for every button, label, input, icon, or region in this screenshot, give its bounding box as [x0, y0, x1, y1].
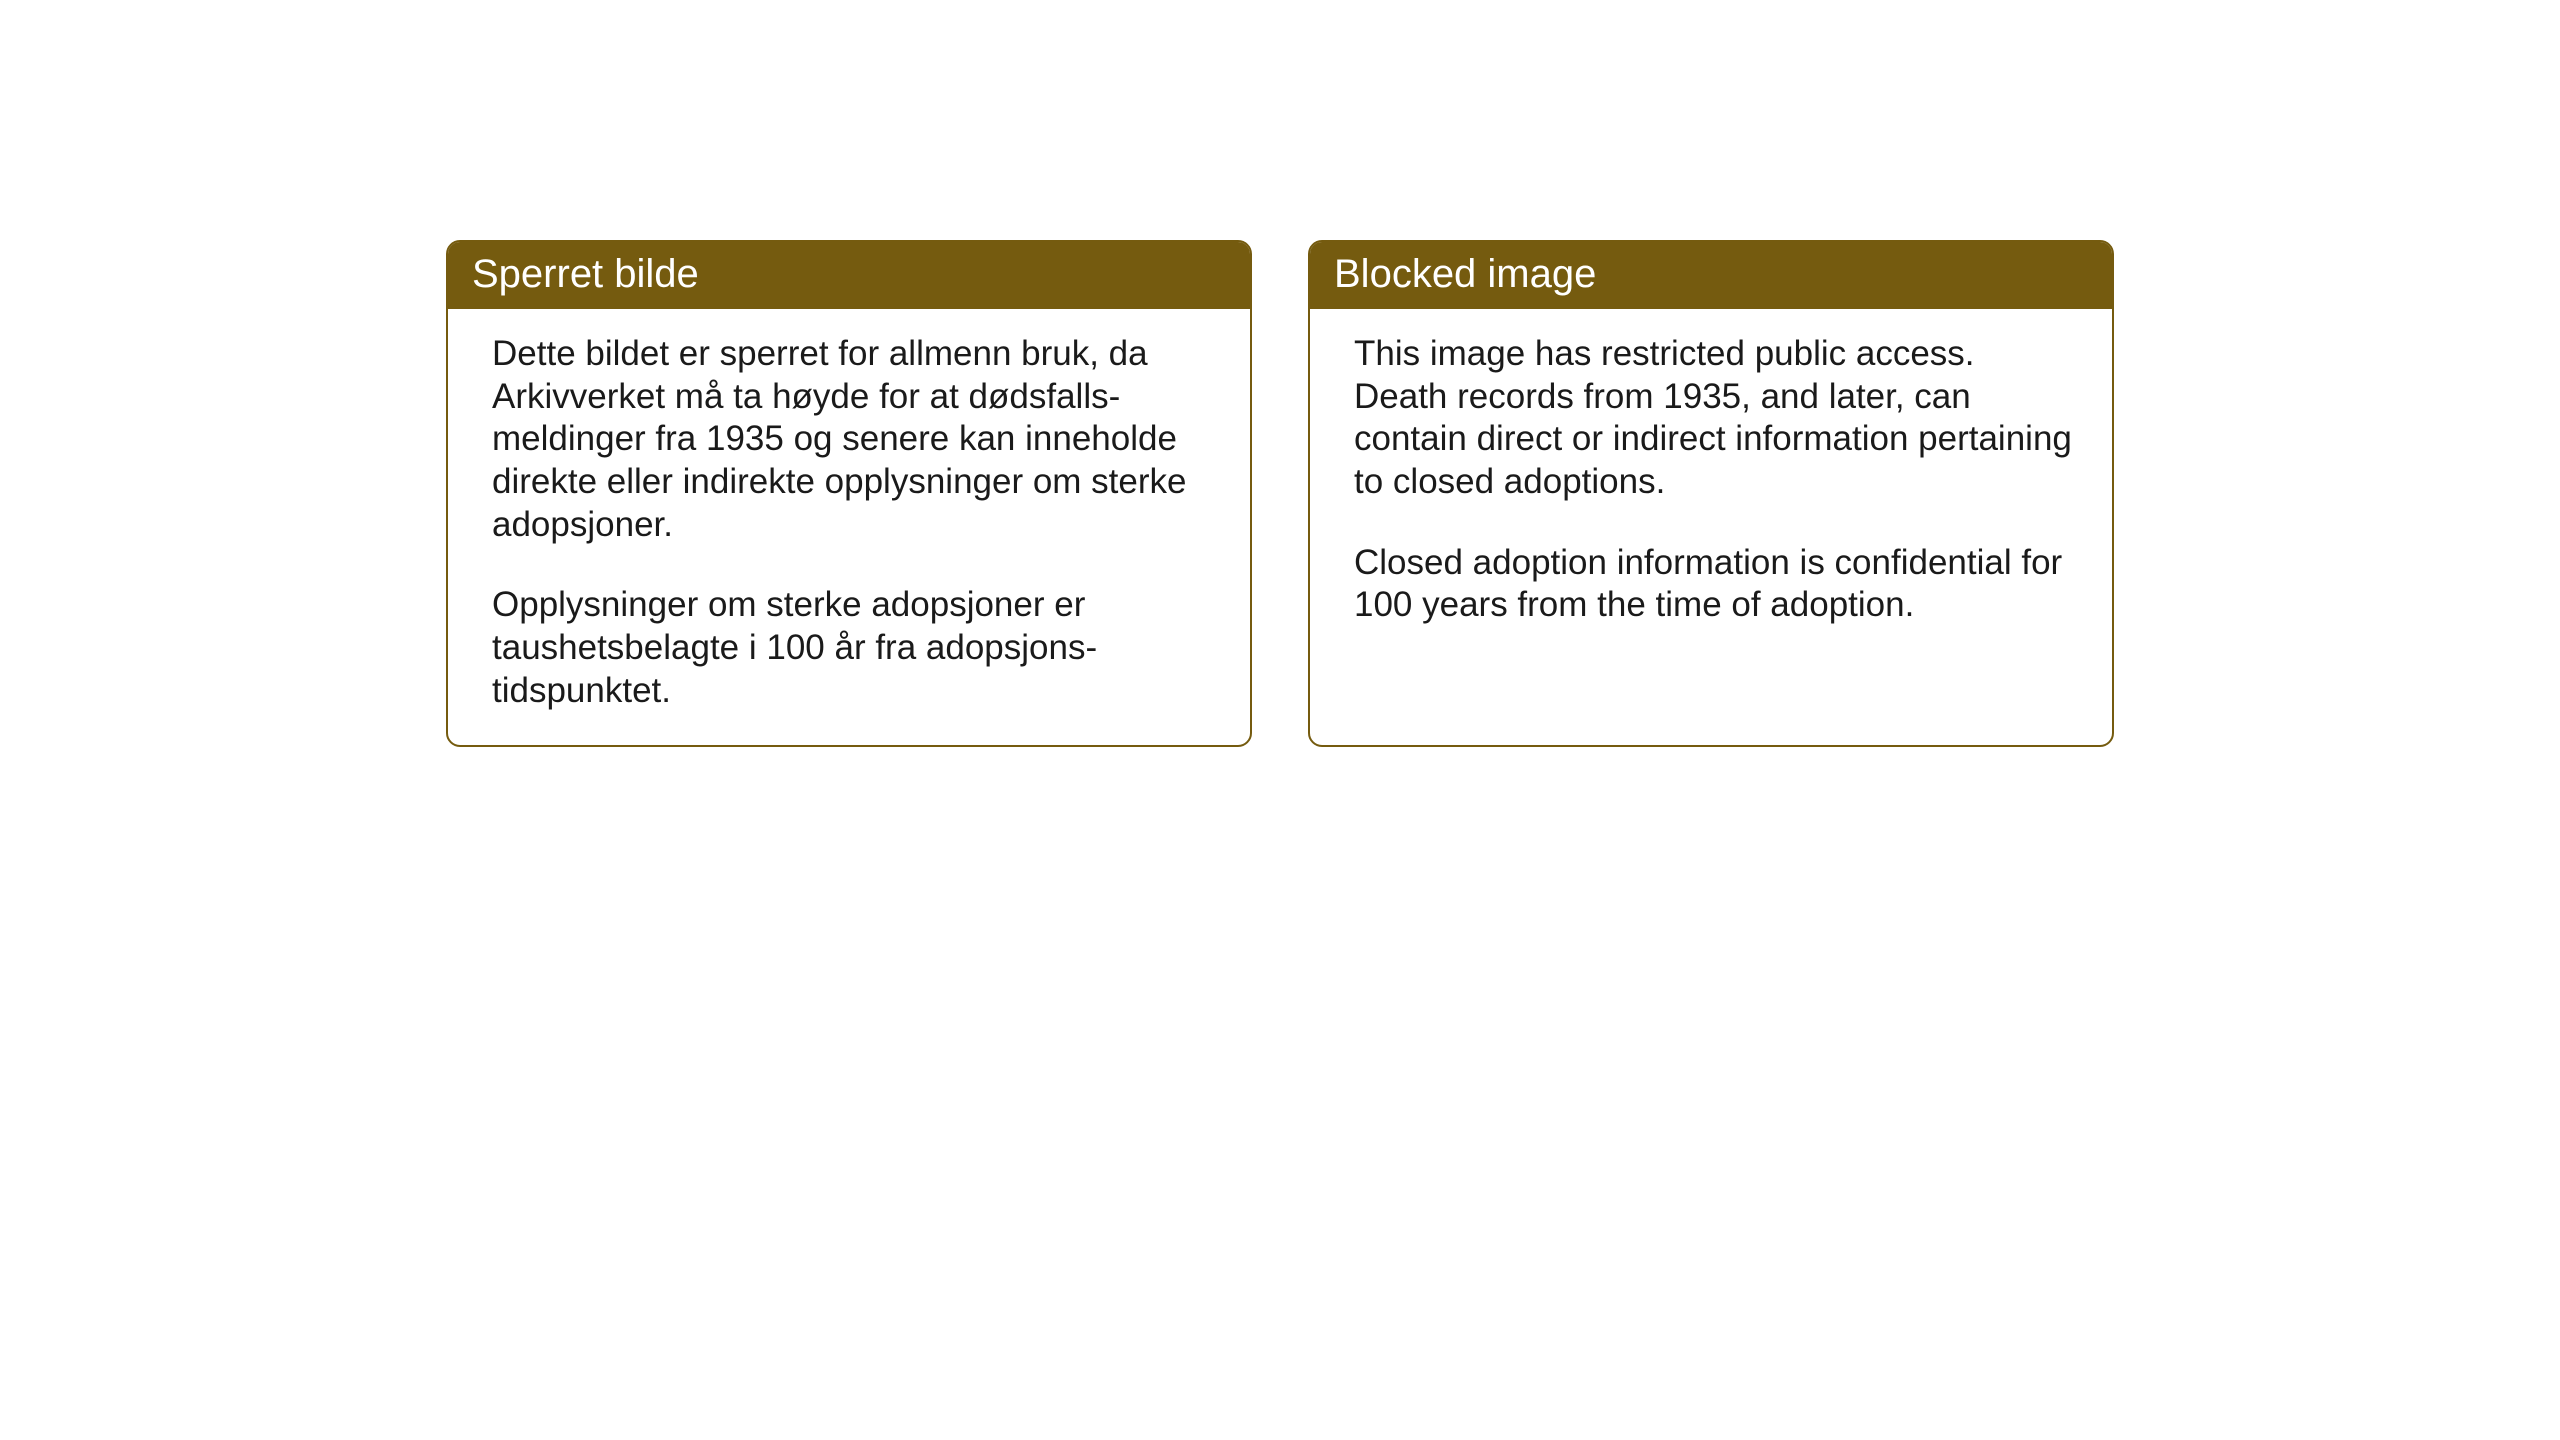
- card-title-english: Blocked image: [1334, 252, 1596, 296]
- card-paragraph-2-norwegian: Opplysninger om sterke adopsjoner er tau…: [492, 584, 1210, 712]
- card-paragraph-2-english: Closed adoption information is confident…: [1354, 542, 2072, 627]
- notice-card-english: Blocked image This image has restricted …: [1308, 240, 2114, 747]
- card-title-norwegian: Sperret bilde: [472, 252, 699, 296]
- notice-card-norwegian: Sperret bilde Dette bildet er sperret fo…: [446, 240, 1252, 747]
- card-paragraph-1-english: This image has restricted public access.…: [1354, 333, 2072, 504]
- card-header-norwegian: Sperret bilde: [448, 242, 1250, 309]
- card-body-norwegian: Dette bildet er sperret for allmenn bruk…: [448, 309, 1250, 745]
- card-header-english: Blocked image: [1310, 242, 2112, 309]
- notice-cards-container: Sperret bilde Dette bildet er sperret fo…: [446, 240, 2114, 747]
- card-body-english: This image has restricted public access.…: [1310, 309, 2112, 659]
- card-paragraph-1-norwegian: Dette bildet er sperret for allmenn bruk…: [492, 333, 1210, 546]
